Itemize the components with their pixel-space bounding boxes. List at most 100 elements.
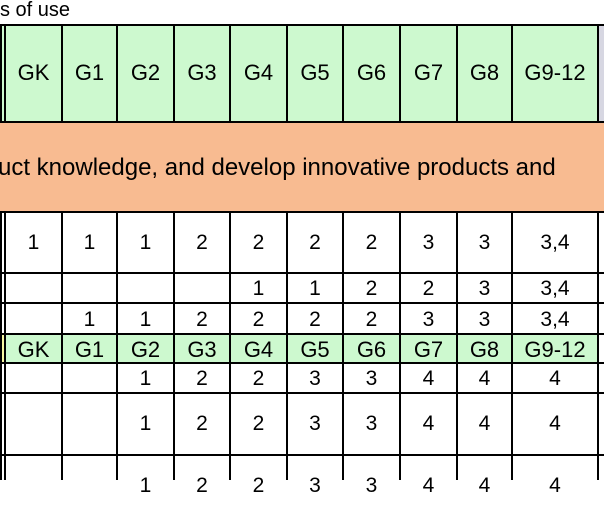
- grade-value-cell: 1: [139, 412, 152, 435]
- grade-header-cell: G4: [230, 24, 287, 121]
- row-edge-cell: [0, 335, 5, 364]
- grid-line: [4, 24, 6, 121]
- grade-value-cell: 1: [27, 231, 40, 254]
- grade-value-cell: 3: [422, 231, 435, 254]
- grid-line: [229, 211, 231, 480]
- grade-value-cell: 3: [478, 307, 491, 331]
- grade-header-cell: G8: [457, 335, 512, 364]
- grade-value-cell: 2: [252, 231, 265, 254]
- grade-value-cell: 4: [478, 474, 491, 497]
- grade-value-cell: 3: [365, 366, 378, 390]
- grade-value-cell: 2: [365, 277, 378, 300]
- grade-value-cell: 2: [196, 474, 208, 497]
- grade-header-cell: G5: [287, 335, 343, 364]
- grade-value-cell: 2: [252, 474, 265, 497]
- grid-line: [511, 24, 513, 121]
- table-row: 1 2 2 3 3 4 4 4: [0, 455, 604, 517]
- grade-value-cell: 2: [365, 307, 378, 331]
- grade-value-cell: 1: [139, 231, 152, 254]
- grade-value-cell: [62, 364, 117, 393]
- grid-line: [61, 211, 63, 480]
- grade-value-cell: 2: [422, 277, 435, 300]
- grade-header-cell: G9-12: [512, 335, 598, 364]
- grade-value-cell: 3: [309, 474, 321, 497]
- grid-line: [342, 211, 344, 480]
- scroll-edge: [598, 24, 604, 121]
- row-edge-cell: [0, 24, 5, 121]
- grade-value-cell: 3: [365, 412, 378, 435]
- grid-line: [0, 24, 2, 121]
- grade-header-cell: GK: [5, 24, 62, 121]
- grade-header-cell: G6: [343, 335, 400, 364]
- grade-value-cell: 2: [365, 231, 378, 254]
- grade-value-cell: [5, 364, 62, 393]
- grade-value-cell: [117, 274, 174, 304]
- table-row: 1 1 1 2 2 2 2 3 3 3,4: [0, 212, 604, 274]
- table-row: 1 2 2 3 3 4 4 4: [0, 364, 604, 393]
- grade-value-cell: 2: [196, 412, 208, 435]
- grid-line: [116, 24, 118, 121]
- grade-header-cell: GK: [5, 335, 62, 364]
- table-row: 1 1 2 2 3 3,4: [0, 274, 604, 304]
- grid-line: [399, 211, 401, 480]
- grade-header-row: GK G1 G2 G3 G4 G5 G6 G7 G8 G9-12: [0, 24, 604, 121]
- grade-value-cell: [5, 393, 62, 455]
- grade-header-cell: G7: [400, 335, 457, 364]
- grade-value-cell: 2: [196, 366, 208, 390]
- grade-value-cell: 4: [478, 366, 491, 390]
- grid-line: [0, 211, 604, 213]
- grid-line: [0, 392, 604, 394]
- grade-value-cell: 2: [309, 307, 321, 331]
- grade-value-cell: 1: [83, 307, 96, 331]
- grid-line: [61, 24, 63, 121]
- grade-header-cell: G3: [174, 24, 230, 121]
- grade-value-cell: 4: [549, 366, 561, 390]
- grade-value-cell: 4: [422, 366, 435, 390]
- grade-value-cell: 2: [252, 412, 265, 435]
- grade-header-cell: G5: [287, 24, 343, 121]
- grade-value-cell: 3,4: [540, 307, 570, 331]
- grade-value-cell: 4: [549, 474, 561, 497]
- grid-line: [116, 211, 118, 480]
- table-caption: s of use: [0, 0, 71, 21]
- grade-value-cell: 4: [422, 474, 435, 497]
- grade-header-cell: G1: [62, 24, 117, 121]
- grid-line: [0, 121, 604, 123]
- grade-header-cell: G2: [117, 24, 174, 121]
- grade-value-cell: 1: [83, 231, 96, 254]
- grade-header-cell: G8: [457, 24, 512, 121]
- grid-line: [0, 24, 604, 26]
- grid-line: [286, 24, 288, 121]
- grid-line: [0, 302, 604, 304]
- grid-line: [511, 211, 513, 480]
- table-row: 1 1 2 2 2 2 3 3 3,4: [0, 304, 604, 335]
- grade-header-cell: G1: [62, 335, 117, 364]
- grade-value-cell: [5, 455, 62, 517]
- grade-value-cell: [62, 455, 117, 517]
- grid-line: [0, 333, 604, 335]
- grid-line: [4, 211, 6, 480]
- grade-value-cell: 2: [196, 231, 208, 254]
- grade-value-cell: [62, 274, 117, 304]
- grade-value-cell: [5, 274, 62, 304]
- grid-line: [456, 211, 458, 480]
- grade-value-cell: 3,4: [540, 277, 570, 300]
- grade-value-cell: 2: [252, 307, 265, 331]
- grade-value-cell: 2: [252, 366, 265, 390]
- grade-value-cell: 2: [309, 231, 321, 254]
- grade-value-cell: 3: [309, 412, 321, 435]
- grade-header-cell: G9-12: [512, 24, 598, 121]
- grade-value-cell: 3: [478, 231, 491, 254]
- grade-value-cell: [5, 304, 62, 335]
- grade-header-cell: G7: [400, 24, 457, 121]
- grid-line: [0, 454, 604, 456]
- grid-line: [0, 362, 604, 364]
- grade-header-cell: G4: [230, 335, 287, 364]
- grade-value-cell: 1: [252, 277, 265, 300]
- grade-value-cell: 2: [196, 307, 208, 331]
- grade-header-cell: G3: [174, 335, 230, 364]
- grid-line: [173, 211, 175, 480]
- grid-line: [342, 24, 344, 121]
- grid-line: [456, 24, 458, 121]
- grid-line: [399, 24, 401, 121]
